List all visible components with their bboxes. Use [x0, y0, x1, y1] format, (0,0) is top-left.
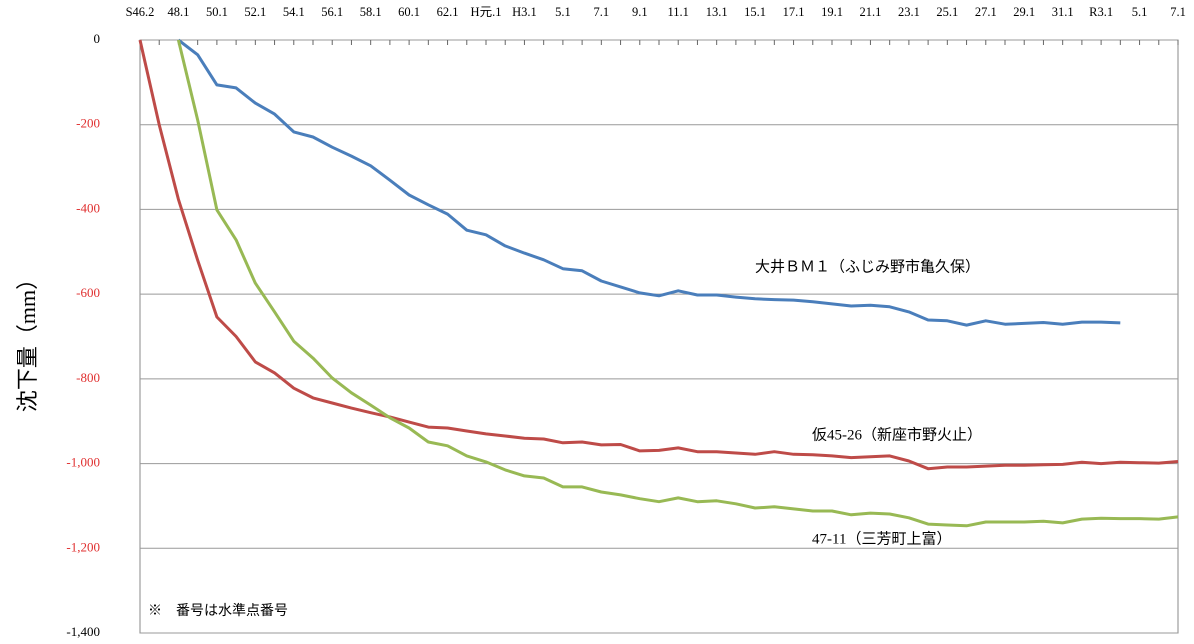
plot-area — [139, 39, 1179, 634]
x-tick-label: 31.1 — [1052, 5, 1074, 19]
x-tick-label: 19.1 — [821, 5, 843, 19]
x-tick-label: 5.1 — [555, 5, 571, 19]
y-tick-label: -400 — [76, 200, 100, 215]
x-tick-label: 21.1 — [860, 5, 882, 19]
series-label: 大井ＢＭ１（ふじみ野市亀久保） — [755, 258, 980, 275]
x-tick-label: 11.1 — [668, 5, 689, 19]
x-tick-label: 60.1 — [398, 5, 420, 19]
y-tick-label: -800 — [76, 370, 100, 385]
x-tick-label: 62.1 — [437, 5, 459, 19]
x-tick-label: 13.1 — [706, 5, 728, 19]
x-tick-label: 48.1 — [168, 5, 190, 19]
x-tick-label: 7.1 — [594, 5, 610, 19]
x-tick-label: 9.1 — [632, 5, 648, 19]
y-axis-label: 沈下量（mm） — [15, 268, 40, 412]
x-tick-label: 5.1 — [1132, 5, 1148, 19]
x-tick-label: H元.1 — [471, 5, 502, 19]
x-tick-label: 27.1 — [975, 5, 997, 19]
x-tick-label: 58.1 — [360, 5, 382, 19]
series-line — [138, 39, 1179, 471]
x-tick-label: 50.1 — [206, 5, 228, 19]
x-tick-label: 56.1 — [321, 5, 343, 19]
x-tick-label: 15.1 — [744, 5, 766, 19]
x-tick-label: 17.1 — [783, 5, 805, 19]
x-tick-label: 54.1 — [283, 5, 305, 19]
series-line — [177, 38, 1121, 327]
series-label: 仮45-26（新座市野火止） — [812, 426, 982, 443]
x-tick-label: 29.1 — [1013, 5, 1035, 19]
x-tick-label: 23.1 — [898, 5, 920, 19]
note: ※ 番号は水準点番号 — [148, 603, 288, 619]
y-tick-label: -1,200 — [66, 539, 100, 554]
y-tick-label: -1,000 — [66, 455, 100, 470]
x-tick-label: H3.1 — [512, 5, 537, 19]
y-tick-label: 0 — [94, 31, 101, 46]
x-tick-label: R3.1 — [1089, 5, 1113, 19]
x-tick-label: 52.1 — [244, 5, 266, 19]
series-line — [176, 39, 1179, 528]
y-tick-label: -600 — [76, 285, 100, 300]
series-label: 47-11（三芳町上富） — [812, 529, 951, 547]
y-tick-label: -200 — [76, 116, 100, 131]
x-tick-label: S46.2 — [126, 5, 155, 19]
x-tick-label: 7.1 — [1170, 5, 1186, 19]
x-tick-label: 25.1 — [936, 5, 958, 19]
y-tick-label: -1,400 — [66, 624, 100, 639]
